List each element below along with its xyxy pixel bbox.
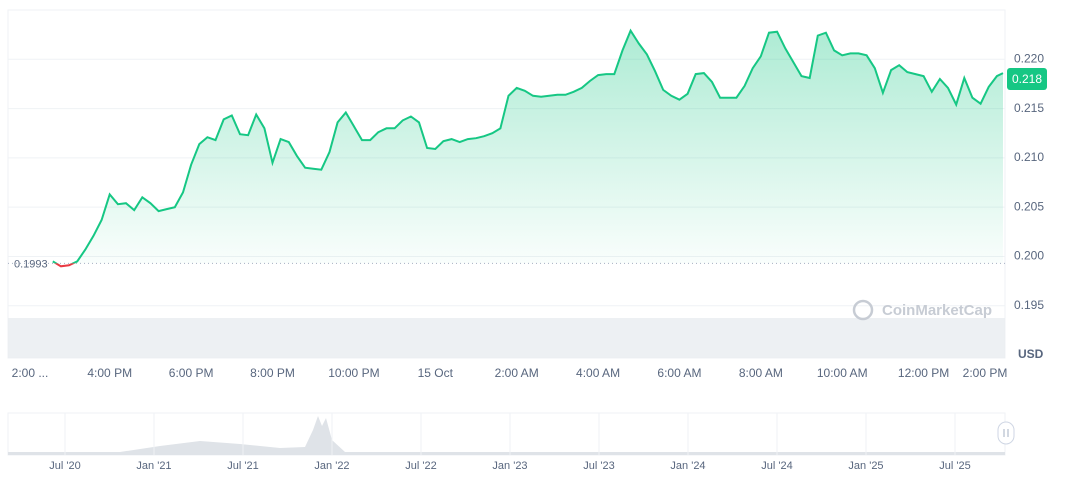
x-tick-label: 6:00 PM: [169, 366, 214, 380]
navigator-handle[interactable]: [997, 421, 1015, 445]
baseline-label: 0.1993: [14, 258, 48, 270]
x-tick-label: 4:00 AM: [576, 366, 620, 380]
price-line: [52, 28, 1004, 264]
navigator-label: Jul '23: [583, 460, 614, 472]
navigator-label: Jul '21: [227, 460, 258, 472]
x-tick-label: 12:00 PM: [898, 366, 949, 380]
navigator-label: Jan '25: [848, 460, 883, 472]
y-tick-label: 0.210: [1014, 150, 1044, 164]
watermark: CoinMarketCap: [852, 299, 992, 321]
x-tick-label: 4:00 PM: [87, 366, 132, 380]
navigator-label: Jul '22: [405, 460, 436, 472]
x-tick-label: 8:00 AM: [739, 366, 783, 380]
x-tick-label: 10:00 AM: [817, 366, 868, 380]
price-tag-label: 0.218: [1012, 72, 1042, 86]
volume-band: [8, 318, 1005, 358]
x-tick-label: 15 Oct: [418, 366, 454, 380]
navigator-label: Jul '24: [761, 460, 792, 472]
navigator-label: Jan '23: [492, 460, 527, 472]
y-tick-label: 0.220: [1014, 51, 1044, 65]
y-tick-label: 0.200: [1014, 249, 1044, 263]
navigator-label: Jan '21: [136, 460, 171, 472]
price-tag: [1007, 68, 1047, 91]
y-tick-label: 0.205: [1014, 199, 1044, 213]
navigator-label: Jul '25: [939, 460, 970, 472]
x-tick-label: 10:00 PM: [328, 366, 379, 380]
x-tick-label: 8:00 PM: [250, 366, 295, 380]
y-tick-label: 0.215: [1014, 101, 1044, 115]
navigator-label: Jan '22: [314, 460, 349, 472]
area: [52, 30, 1003, 264]
y-unit: USD: [1018, 347, 1044, 361]
x-tick-label: 6:00 AM: [657, 366, 701, 380]
x-tick-label: 2:00 PM: [963, 366, 1008, 380]
x-tick-label: 2:00 ...: [12, 366, 49, 380]
y-tick-label: 0.195: [1014, 298, 1044, 312]
navigator-area: [8, 416, 1005, 455]
watermark-text: CoinMarketCap: [882, 302, 992, 319]
navigator-label: Jul '20: [49, 460, 80, 472]
x-tick-label: 2:00 AM: [495, 366, 539, 380]
navigator-label: Jan '24: [670, 460, 705, 472]
